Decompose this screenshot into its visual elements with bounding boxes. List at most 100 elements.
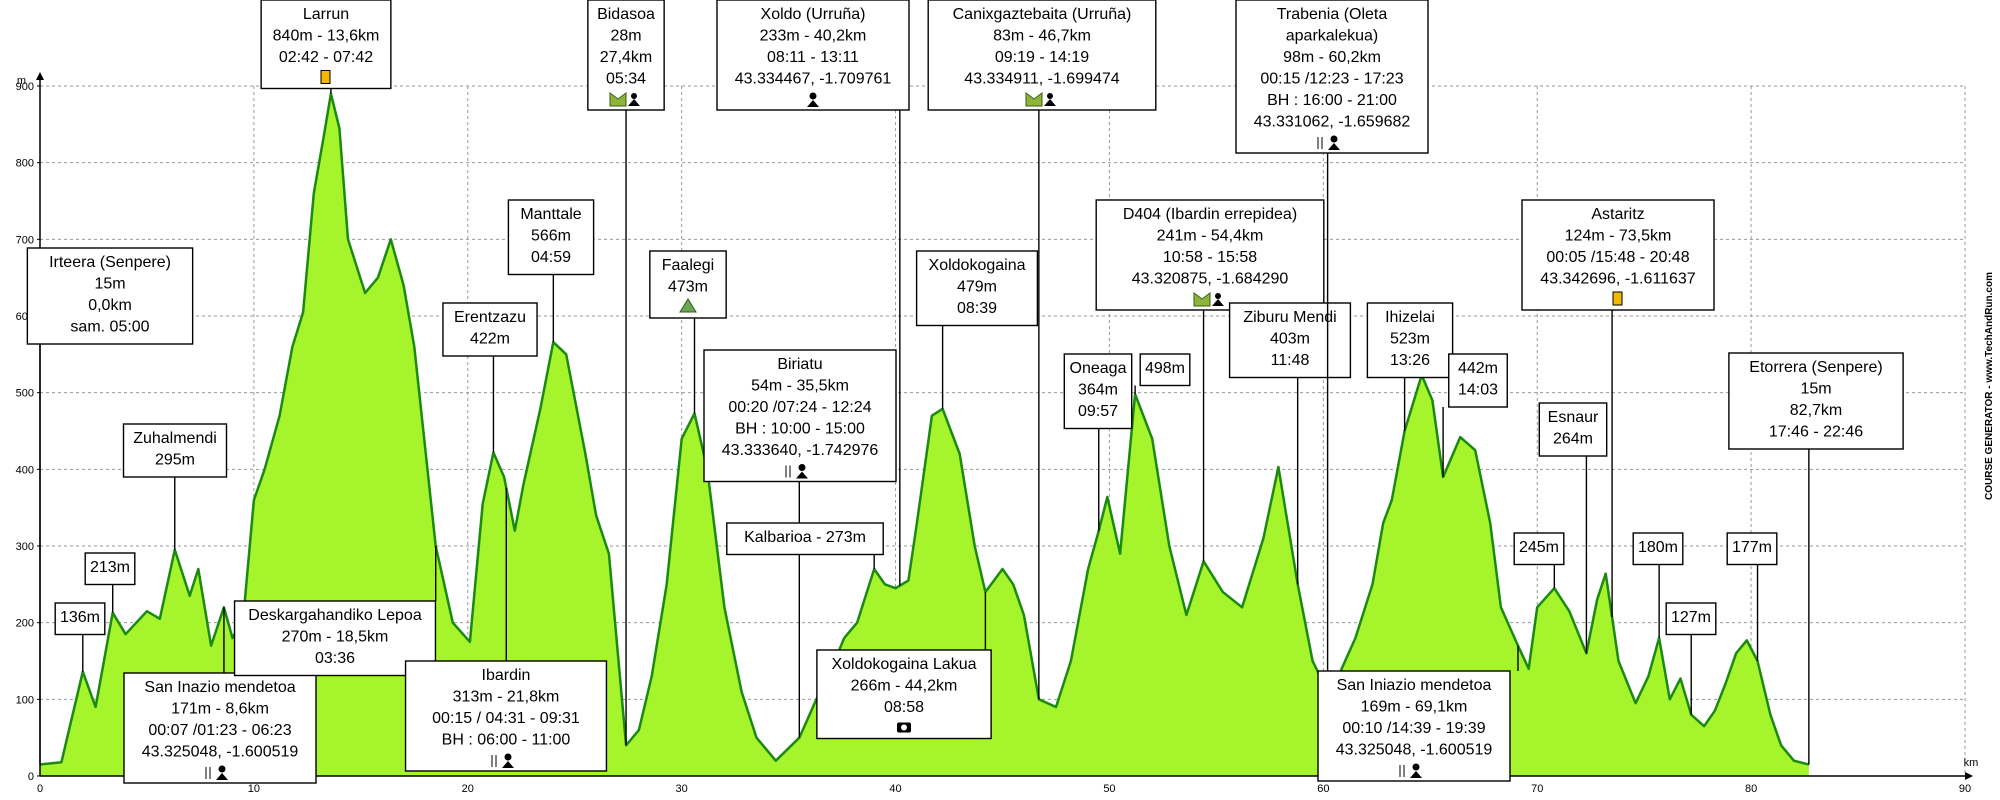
y-tick-label: 0 — [28, 771, 34, 783]
callout-text: Deskargahandiko Lepoa — [248, 607, 422, 624]
checkpoint-icon-flag — [1025, 92, 1043, 107]
callout-text: 43.333640, -1.742976 — [722, 442, 879, 459]
callout-text: Ziburu Mendi — [1243, 309, 1336, 326]
shelter-icon — [807, 92, 819, 107]
callout-text: 08:39 — [957, 300, 997, 317]
callout-text: 00:07 /01:23 - 06:23 — [148, 722, 291, 739]
person-icon-head — [631, 93, 637, 99]
y-axis-arrow-icon — [36, 72, 44, 80]
y-tick-label: 400 — [16, 464, 34, 476]
callout-text: Larrun — [303, 6, 349, 23]
checkpoint-icon — [609, 92, 640, 107]
callout-text: 241m - 54,4km — [1157, 228, 1264, 245]
waypoint-callout: Manttale 566m 04:59 — [507, 199, 595, 343]
person-icon-body — [807, 100, 819, 107]
checkpoint-icon-flag — [1193, 292, 1211, 307]
callout-text: 13:26 — [1390, 352, 1430, 369]
camera-icon-lens — [901, 724, 907, 731]
waypoint-callout: Xoldo (Urruña) 233m - 40,2km 08:11 - 13:11… — [716, 0, 910, 586]
callout-box — [1228, 302, 1352, 379]
callout-text: 08:58 — [884, 699, 924, 716]
callout-text: 136m — [60, 609, 100, 626]
callout-text: 43.334911, -1.699474 — [964, 71, 1120, 88]
callout-text: 498m — [1145, 360, 1185, 377]
callout-box — [442, 302, 538, 357]
callout-text: San Inazio mendetoa — [144, 679, 295, 696]
waypoint-callout: Larrun 840m - 13,6km 02:42 - 07:42 — [260, 0, 392, 94]
callout-text: 02:42 - 07:42 — [279, 49, 373, 66]
callout-text: 422m — [470, 331, 510, 348]
waypoint-callout: Erentzazu 422m — [442, 302, 538, 453]
callout-text: 403m — [1270, 331, 1310, 348]
callout-text: 295m — [155, 452, 195, 469]
callout-text: 266m - 44,2km — [851, 678, 958, 695]
callout-text: BH : 16:00 - 21:00 — [1267, 92, 1397, 109]
waypoint-callout: 245m — [1513, 532, 1565, 589]
waypoint-callout: Ihizelai 523m 13:26 — [1366, 302, 1454, 431]
callout-box — [404, 660, 608, 772]
callout-box — [1366, 302, 1454, 379]
callout-text: 15m — [1800, 381, 1831, 398]
person-icon-head — [218, 765, 226, 773]
callout-box — [915, 250, 1039, 327]
person-icon-body — [796, 471, 808, 479]
waypoint-callout: Biriatu 54m - 35,5km 00:20 /07:24 - 12:24 B… — [703, 349, 897, 738]
checkpoint-icon — [1025, 92, 1056, 107]
callout-box — [716, 0, 910, 111]
x-tick-label: 50 — [1103, 783, 1115, 795]
callout-text: 442m — [1458, 360, 1498, 377]
callout-text: Irteera (Senpere) — [49, 254, 171, 271]
callout-box — [54, 602, 106, 636]
person-icon-body — [1212, 299, 1224, 306]
y-tick-label: 900 — [16, 81, 34, 93]
callout-text: Xoldo (Urruña) — [761, 6, 866, 23]
waypoint-callout: Bidasoa 28m 27,4km 05:34 — [587, 0, 665, 746]
callout-text: 83m - 46,7km — [993, 28, 1091, 45]
callout-text: 169m - 69,1km — [1361, 699, 1468, 716]
person-icon-head — [1330, 135, 1338, 143]
callout-text: 03:36 — [315, 650, 355, 667]
waypoint-callout: Ziburu Mendi 403m 11:48 — [1228, 302, 1352, 585]
callout-box — [1665, 602, 1717, 636]
callout-text: Canixgaztebaita (Urruña) — [953, 6, 1132, 23]
callout-text: 05:34 — [606, 71, 646, 88]
callout-box — [122, 423, 228, 478]
callout-text: Faalegi — [662, 257, 714, 274]
waypoint-callout: Zuhalmendi 295m — [122, 423, 228, 550]
food-shelter-icon — [1399, 763, 1422, 778]
callout-box — [587, 0, 665, 111]
callout-text: 10:58 - 15:58 — [1163, 249, 1257, 266]
person-icon-head — [798, 464, 806, 471]
callout-box — [703, 349, 897, 483]
food-shelter-icon — [491, 753, 514, 768]
x-axis-label: km — [1964, 757, 1979, 769]
cutlery-icon — [491, 755, 497, 767]
callout-box — [507, 199, 595, 276]
callout-text: 09:19 - 14:19 — [995, 49, 1089, 66]
callout-text: 00:20 /07:24 - 12:24 — [728, 399, 871, 416]
callout-text: 127m — [1671, 609, 1711, 626]
callout-box — [1726, 532, 1778, 566]
drink-icon-cup — [1612, 291, 1623, 306]
waypoint-callout: 442m 14:03 — [1442, 353, 1508, 477]
callout-text: Esnaur — [1548, 409, 1599, 426]
callout-box — [1513, 532, 1565, 566]
waypoint-callout: 213m — [84, 552, 136, 613]
callout-text: aparkalekua) — [1286, 28, 1379, 45]
x-tick-label: 20 — [462, 783, 474, 795]
callout-text: Zuhalmendi — [133, 430, 217, 447]
drink-icon — [320, 70, 331, 84]
waypoint-callout: 498m — [1134, 353, 1191, 395]
checkpoint-icon — [1193, 292, 1224, 307]
callout-text: San Iniazio mendetoa — [1337, 677, 1492, 694]
person-icon-head — [1412, 763, 1420, 771]
waypoint-callout: San Iniazio mendetoa 169m - 69,1km 00:10 /… — [1317, 645, 1519, 782]
callout-text: Xoldokogaina Lakua — [831, 656, 976, 673]
person-icon-body — [628, 99, 640, 106]
callout-box — [1538, 402, 1608, 457]
x-tick-label: 60 — [1317, 783, 1329, 795]
callout-box — [123, 672, 317, 784]
callout-text: 28m — [610, 28, 641, 45]
food-shelter-icon — [785, 464, 808, 479]
